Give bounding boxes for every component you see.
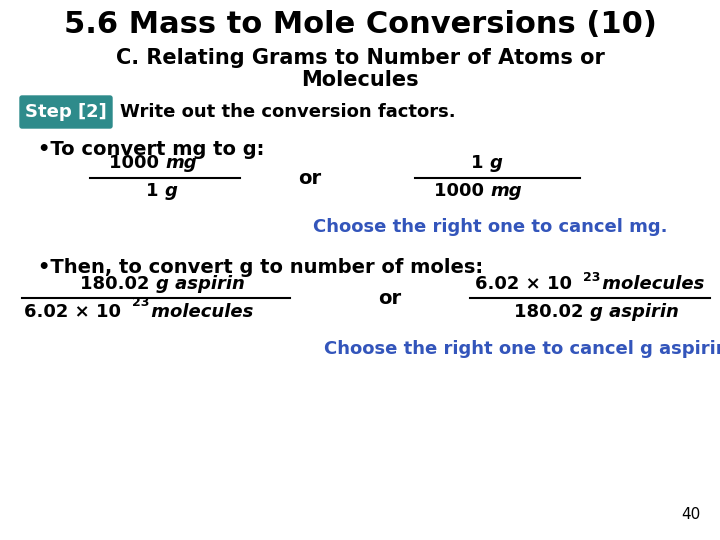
- Text: 40: 40: [680, 507, 700, 522]
- Text: •Then, to convert g to number of moles:: •Then, to convert g to number of moles:: [38, 258, 483, 277]
- Text: molecules: molecules: [145, 303, 253, 321]
- Text: Molecules: Molecules: [301, 70, 419, 90]
- Text: g aspirin: g aspirin: [590, 303, 679, 321]
- Text: g: g: [165, 182, 178, 200]
- Text: 1000: 1000: [433, 182, 490, 200]
- Text: mg: mg: [165, 154, 197, 172]
- Text: 1: 1: [472, 154, 490, 172]
- Text: Choose the right one to cancel mg.: Choose the right one to cancel mg.: [312, 218, 667, 236]
- Text: or: or: [298, 168, 322, 187]
- FancyBboxPatch shape: [20, 96, 112, 128]
- Text: •To convert mg to g:: •To convert mg to g:: [38, 140, 264, 159]
- Text: Choose the right one to cancel g aspirin.: Choose the right one to cancel g aspirin…: [324, 340, 720, 358]
- Text: C. Relating Grams to Number of Atoms or: C. Relating Grams to Number of Atoms or: [116, 48, 604, 68]
- Text: 5.6 Mass to Mole Conversions (10): 5.6 Mass to Mole Conversions (10): [63, 10, 657, 39]
- Text: 23: 23: [132, 296, 149, 309]
- Text: Write out the conversion factors.: Write out the conversion factors.: [120, 103, 456, 121]
- Text: molecules: molecules: [596, 275, 704, 293]
- Text: 6.02 × 10: 6.02 × 10: [475, 275, 572, 293]
- Text: 23: 23: [583, 271, 600, 284]
- Text: 180.02: 180.02: [80, 275, 156, 293]
- Text: 180.02: 180.02: [514, 303, 590, 321]
- Text: g aspirin: g aspirin: [156, 275, 245, 293]
- Text: Step [2]: Step [2]: [25, 103, 107, 121]
- Text: 1000: 1000: [109, 154, 165, 172]
- Text: g: g: [490, 154, 503, 172]
- Text: or: or: [379, 288, 402, 307]
- Text: 1: 1: [146, 182, 165, 200]
- Text: mg: mg: [490, 182, 521, 200]
- Text: 6.02 × 10: 6.02 × 10: [24, 303, 121, 321]
